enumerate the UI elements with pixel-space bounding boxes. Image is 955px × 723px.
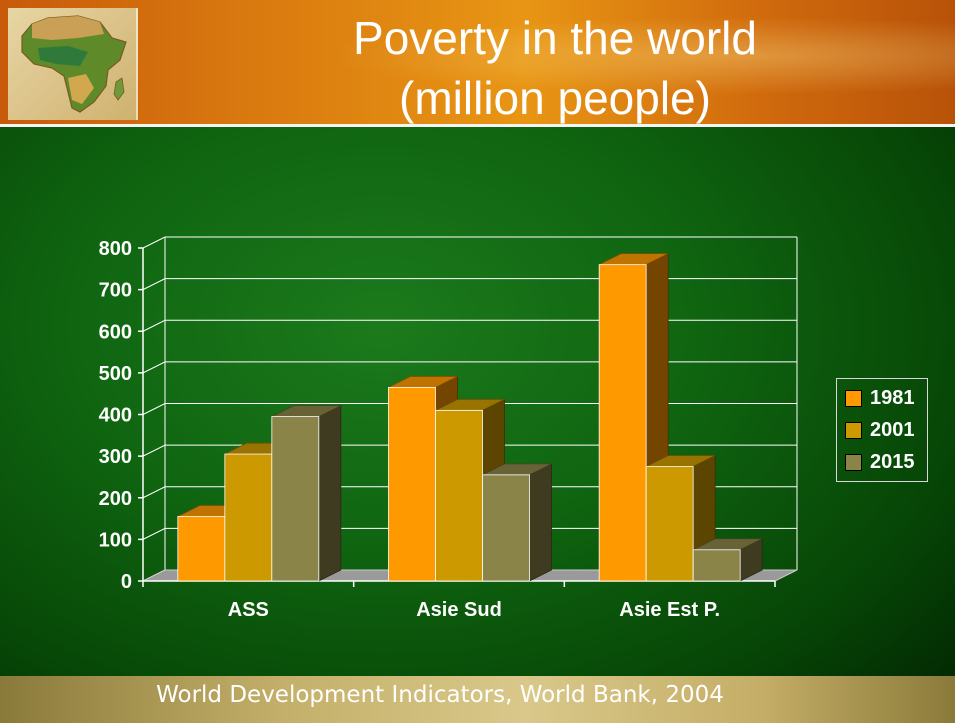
legend-label-2015: 2015 <box>870 450 915 473</box>
y-tick-label: 400 <box>99 405 132 427</box>
y-tick-label: 500 <box>99 363 132 385</box>
bar-front <box>177 516 226 582</box>
legend-item-2015: 2015 <box>845 449 915 475</box>
bar-front <box>435 409 483 582</box>
legend-label-1981: 1981 <box>870 386 915 409</box>
y-tick-label: 200 <box>99 488 132 510</box>
y-tick-label: 100 <box>99 529 132 551</box>
legend-swatch-2001 <box>845 421 862 439</box>
y-tick-label: 800 <box>99 238 132 260</box>
bar-2015-ass <box>271 404 342 582</box>
bar-2015-asieestp <box>692 538 763 582</box>
gridline <box>142 403 797 415</box>
bar-side <box>318 404 342 582</box>
legend-item-2001: 2001 <box>845 417 915 443</box>
legend-swatch-1981 <box>845 389 862 407</box>
chart-title-line1: Poverty in the world <box>353 12 757 64</box>
chart-title-line2: (million people) <box>399 72 711 124</box>
y-tick-label: 600 <box>99 321 132 343</box>
y-tick-label: 700 <box>99 280 132 302</box>
x-tick-label: ASS <box>228 599 269 621</box>
x-tick-label: Asie Sud <box>416 599 502 621</box>
africa-map-icon <box>8 8 138 120</box>
bar-2015-asiesud <box>482 463 552 582</box>
title-banner <box>0 0 955 124</box>
legend-label-2001: 2001 <box>870 418 915 441</box>
gridline <box>142 486 797 499</box>
bar-front <box>482 474 530 582</box>
legend-item-1981: 1981 <box>845 385 915 411</box>
title-divider <box>0 124 955 127</box>
bar-front <box>388 387 436 582</box>
gridline <box>142 319 797 332</box>
gridline <box>142 278 797 291</box>
x-tick-label: Asie Est P. <box>619 599 720 621</box>
gridline <box>142 236 797 249</box>
bar-front <box>692 549 741 582</box>
gridline <box>142 444 797 457</box>
bar-front <box>271 416 320 582</box>
chart-legend: 1981 2001 2015 <box>836 378 928 482</box>
bar-front <box>598 264 647 582</box>
gridline <box>142 527 797 540</box>
y-tick-label: 0 <box>121 571 132 593</box>
bar-side <box>529 463 552 582</box>
gridline <box>142 361 797 374</box>
legend-swatch-2015 <box>845 453 862 471</box>
y-tick-label: 300 <box>99 446 132 468</box>
bar-front <box>224 453 273 582</box>
source-caption: World Development Indicators, World Bank… <box>156 682 724 708</box>
bar-front <box>645 466 694 582</box>
footer-banner <box>0 676 955 723</box>
